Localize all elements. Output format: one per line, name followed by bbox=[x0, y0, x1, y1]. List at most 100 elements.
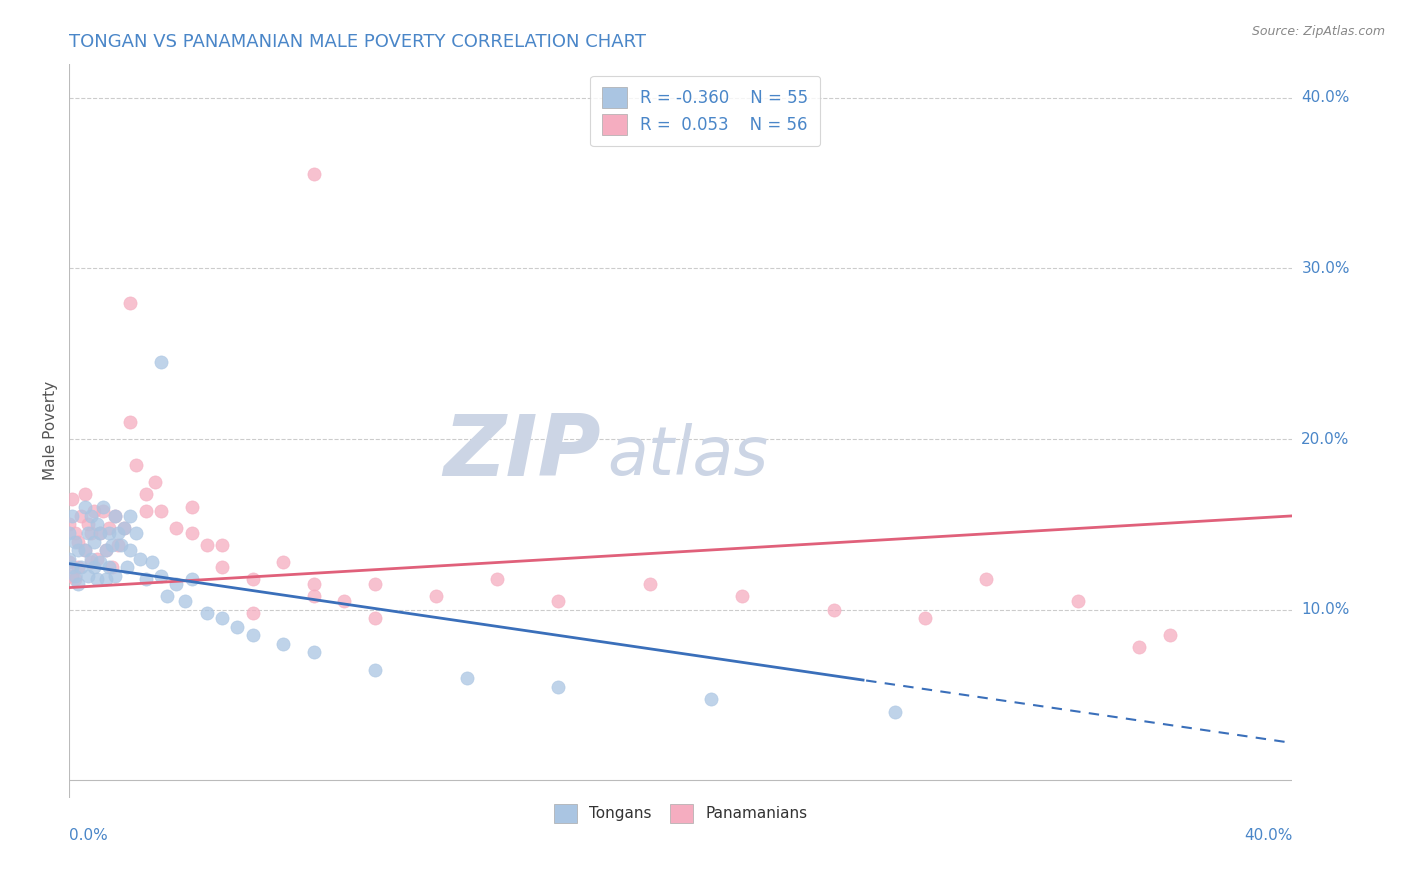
Point bbox=[76, 568, 98, 582]
Point bbox=[60, 508, 83, 523]
Point bbox=[149, 504, 172, 518]
Point bbox=[141, 555, 163, 569]
Point bbox=[104, 508, 127, 523]
Point bbox=[73, 543, 96, 558]
Point bbox=[98, 560, 121, 574]
Point bbox=[89, 525, 111, 540]
Point bbox=[73, 500, 96, 515]
Text: TONGAN VS PANAMANIAN MALE POVERTY CORRELATION CHART: TONGAN VS PANAMANIAN MALE POVERTY CORREL… bbox=[69, 33, 647, 51]
Point bbox=[60, 491, 83, 506]
Text: 20.0%: 20.0% bbox=[1302, 432, 1350, 447]
Point bbox=[149, 568, 172, 582]
Point bbox=[125, 525, 148, 540]
Point bbox=[58, 551, 80, 566]
Point bbox=[638, 577, 661, 591]
Point bbox=[271, 637, 294, 651]
Point bbox=[65, 534, 87, 549]
Point bbox=[333, 594, 356, 608]
Point bbox=[79, 555, 101, 569]
Point bbox=[73, 543, 96, 558]
Point bbox=[94, 572, 117, 586]
Point bbox=[67, 577, 90, 591]
Point bbox=[156, 589, 179, 603]
Point bbox=[143, 475, 166, 489]
Point bbox=[76, 517, 98, 532]
Point bbox=[165, 521, 187, 535]
Text: atlas: atlas bbox=[607, 423, 769, 489]
Point bbox=[302, 168, 325, 182]
Point bbox=[425, 589, 447, 603]
Point bbox=[120, 543, 142, 558]
Point bbox=[149, 355, 172, 369]
Point bbox=[98, 521, 121, 535]
Point bbox=[104, 508, 127, 523]
Point bbox=[112, 521, 135, 535]
Point bbox=[135, 486, 157, 500]
Point bbox=[79, 508, 101, 523]
Point bbox=[86, 551, 108, 566]
Point bbox=[271, 555, 294, 569]
Point bbox=[125, 458, 148, 472]
Text: 30.0%: 30.0% bbox=[1302, 260, 1350, 276]
Point bbox=[731, 589, 754, 603]
Point bbox=[101, 560, 124, 574]
Point bbox=[94, 543, 117, 558]
Point bbox=[86, 517, 108, 532]
Point bbox=[65, 568, 87, 582]
Point bbox=[94, 543, 117, 558]
Point bbox=[58, 517, 80, 532]
Text: 10.0%: 10.0% bbox=[1302, 602, 1350, 617]
Point bbox=[486, 572, 509, 586]
Point bbox=[211, 538, 233, 552]
Point bbox=[86, 572, 108, 586]
Point bbox=[89, 555, 111, 569]
Point bbox=[98, 525, 121, 540]
Point bbox=[547, 680, 569, 694]
Point bbox=[83, 560, 105, 574]
Point bbox=[83, 504, 105, 518]
Point bbox=[120, 295, 142, 310]
Point bbox=[883, 705, 905, 719]
Point bbox=[1067, 594, 1090, 608]
Point bbox=[180, 525, 202, 540]
Point bbox=[302, 577, 325, 591]
Point bbox=[70, 560, 93, 574]
Point bbox=[226, 620, 249, 634]
Point bbox=[67, 543, 90, 558]
Point bbox=[73, 486, 96, 500]
Point bbox=[117, 560, 139, 574]
Point bbox=[120, 508, 142, 523]
Y-axis label: Male Poverty: Male Poverty bbox=[44, 381, 58, 480]
Point bbox=[135, 504, 157, 518]
Point bbox=[165, 577, 187, 591]
Point bbox=[107, 538, 129, 552]
Point bbox=[110, 538, 132, 552]
Point bbox=[1159, 628, 1181, 642]
Point bbox=[174, 594, 197, 608]
Point bbox=[91, 500, 114, 515]
Point bbox=[60, 560, 83, 574]
Point bbox=[65, 525, 87, 540]
Point bbox=[976, 572, 998, 586]
Point bbox=[58, 525, 80, 540]
Point bbox=[79, 551, 101, 566]
Point bbox=[112, 521, 135, 535]
Point bbox=[104, 568, 127, 582]
Point bbox=[302, 589, 325, 603]
Point bbox=[67, 560, 90, 574]
Point bbox=[79, 525, 101, 540]
Point bbox=[211, 560, 233, 574]
Point bbox=[83, 534, 105, 549]
Point bbox=[195, 538, 218, 552]
Point bbox=[211, 611, 233, 625]
Point bbox=[60, 568, 83, 582]
Point bbox=[914, 611, 936, 625]
Point bbox=[195, 606, 218, 620]
Text: 0.0%: 0.0% bbox=[69, 829, 108, 843]
Point bbox=[823, 603, 845, 617]
Point bbox=[101, 538, 124, 552]
Text: 40.0%: 40.0% bbox=[1302, 90, 1350, 105]
Point bbox=[76, 525, 98, 540]
Point bbox=[364, 611, 387, 625]
Point bbox=[91, 504, 114, 518]
